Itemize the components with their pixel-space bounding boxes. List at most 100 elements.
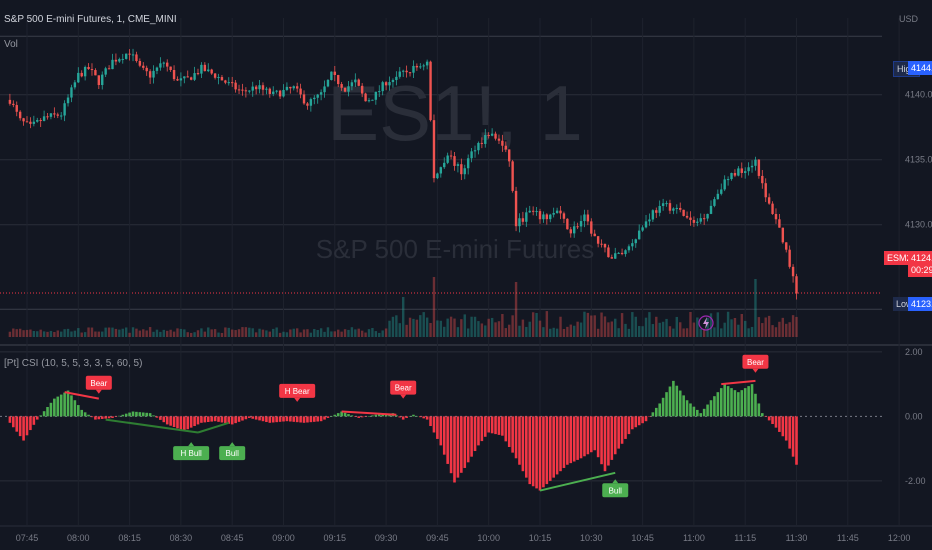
signal-label-box xyxy=(85,375,112,390)
osc-bar xyxy=(97,416,101,420)
candle-body xyxy=(781,227,785,243)
osc-bar xyxy=(494,416,497,435)
watermark-ticker: ES1!, 1 xyxy=(327,69,583,157)
volume-bar xyxy=(466,328,470,337)
candle-body xyxy=(142,65,145,68)
volume-bar xyxy=(152,331,155,337)
volume-bar xyxy=(357,328,360,337)
volume-bar xyxy=(699,328,702,337)
osc-bar xyxy=(282,416,285,422)
osc-bar xyxy=(32,416,36,425)
volume-bar xyxy=(480,323,484,337)
volume-bar xyxy=(579,322,583,337)
low-tag-value: 4123.50 xyxy=(908,297,932,311)
volume-bar xyxy=(53,332,56,337)
volume-bar xyxy=(614,318,617,337)
signal-label: Bull xyxy=(226,449,240,458)
volume-bar xyxy=(733,317,737,337)
candle-body xyxy=(617,252,620,254)
volume-bar xyxy=(309,332,313,337)
candle-body xyxy=(586,214,590,222)
volume-bar xyxy=(586,312,590,337)
osc-bar xyxy=(449,416,453,474)
candle-body xyxy=(535,211,538,213)
volume-bar xyxy=(535,312,538,337)
candle-body xyxy=(224,80,227,83)
candle-body xyxy=(272,91,275,94)
osc-bar xyxy=(699,413,703,417)
candle-body xyxy=(579,221,583,227)
osc-bar xyxy=(442,416,446,455)
volume-bar xyxy=(607,322,610,337)
candle-body xyxy=(220,77,224,81)
candle-body xyxy=(131,54,135,56)
lightning-icon xyxy=(698,315,714,331)
osc-bar xyxy=(730,388,733,417)
volume-bar xyxy=(258,328,261,337)
volume-bar xyxy=(771,325,774,337)
volume-bar xyxy=(470,316,473,337)
osc-bar xyxy=(596,416,600,458)
divergence-line xyxy=(197,421,230,434)
volume-bar xyxy=(644,317,648,337)
volume-bar xyxy=(449,316,453,337)
candle-body xyxy=(692,219,696,223)
volume-bar xyxy=(531,312,535,337)
osc-bar xyxy=(631,416,634,430)
candle-body xyxy=(241,89,244,91)
osc-bar xyxy=(439,416,443,446)
candle-body xyxy=(419,66,422,68)
volume-bar xyxy=(142,329,145,337)
volume-bar xyxy=(627,328,631,337)
volume-bar xyxy=(111,327,114,337)
candle-body xyxy=(374,91,378,100)
candle-body xyxy=(709,205,713,214)
osc-bar xyxy=(412,414,415,417)
volume-bar xyxy=(788,322,791,337)
volume-bar xyxy=(702,328,706,337)
signal-label-box xyxy=(219,446,246,461)
volume-bar xyxy=(494,322,497,337)
osc-bar xyxy=(548,416,552,481)
candle-body xyxy=(333,71,336,76)
osc-bar xyxy=(83,412,87,417)
volume-bar xyxy=(299,332,302,337)
osc-bar xyxy=(87,414,90,417)
candle-body xyxy=(443,162,446,168)
candle-body xyxy=(620,252,624,255)
volume-bar xyxy=(94,331,97,337)
osc-bar xyxy=(145,412,148,417)
osc-bar xyxy=(278,416,282,422)
candle-body xyxy=(337,75,340,85)
volume-bar xyxy=(32,330,36,337)
volume-bar xyxy=(412,318,415,337)
candle-body xyxy=(774,213,778,220)
osc-bar xyxy=(743,388,747,417)
osc-bar xyxy=(162,416,166,423)
indicator-title: [Pt] CSI (10, 5, 5, 3, 3, 5, 60, 5) xyxy=(4,358,143,369)
candle-body xyxy=(720,189,723,194)
price-tick-label: 4140.00 xyxy=(905,90,932,100)
volume-bar xyxy=(340,331,343,337)
candle-body xyxy=(63,103,66,116)
candle-body xyxy=(696,221,699,223)
candle-body xyxy=(764,183,767,198)
volume-bar xyxy=(179,328,183,337)
volume-bar xyxy=(333,331,336,337)
volume-bar xyxy=(774,327,778,337)
osc-bar xyxy=(648,416,651,417)
osc-bar xyxy=(453,416,456,483)
candle-body xyxy=(121,58,124,60)
volume-bar xyxy=(593,315,596,337)
candle-body xyxy=(593,233,596,237)
osc-bar xyxy=(719,388,723,417)
candle-body xyxy=(97,75,101,86)
volume-bar xyxy=(737,324,740,337)
osc-bar xyxy=(176,416,179,429)
candle-body xyxy=(32,121,36,124)
osc-bar xyxy=(761,413,764,417)
osc-bar xyxy=(59,394,63,417)
osc-bar xyxy=(258,416,261,421)
volume-bar xyxy=(754,279,757,337)
